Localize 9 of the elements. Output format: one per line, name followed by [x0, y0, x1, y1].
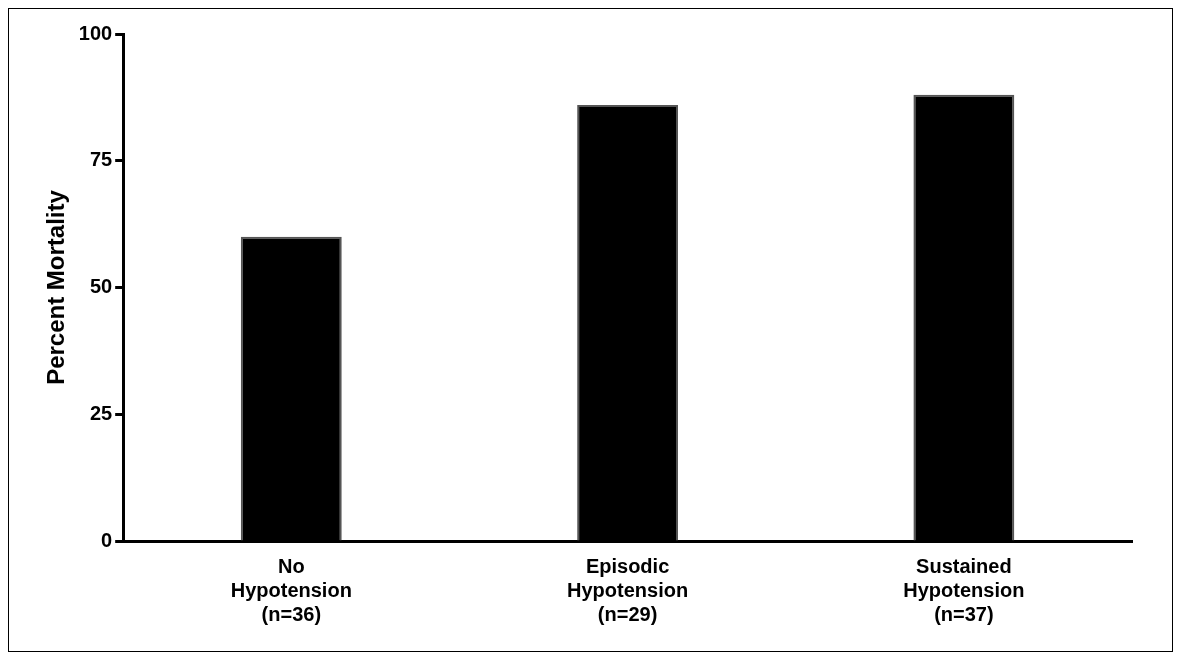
y-tick-label: 100	[78, 21, 113, 44]
y-tick-label: 75	[89, 148, 113, 171]
y-axis-title: Percent Mortality	[42, 189, 70, 385]
x-tick-label: Sustained Hypotension (n=37)	[903, 554, 1025, 625]
y-tick-label: 50	[89, 275, 113, 298]
x-tick-label: No Hypotension (n=36)	[230, 554, 352, 625]
y-tick-label: 0	[101, 528, 113, 551]
y-tick-label: 25	[89, 401, 113, 424]
x-tick-label: Episodic Hypotension (n=29)	[567, 554, 689, 625]
